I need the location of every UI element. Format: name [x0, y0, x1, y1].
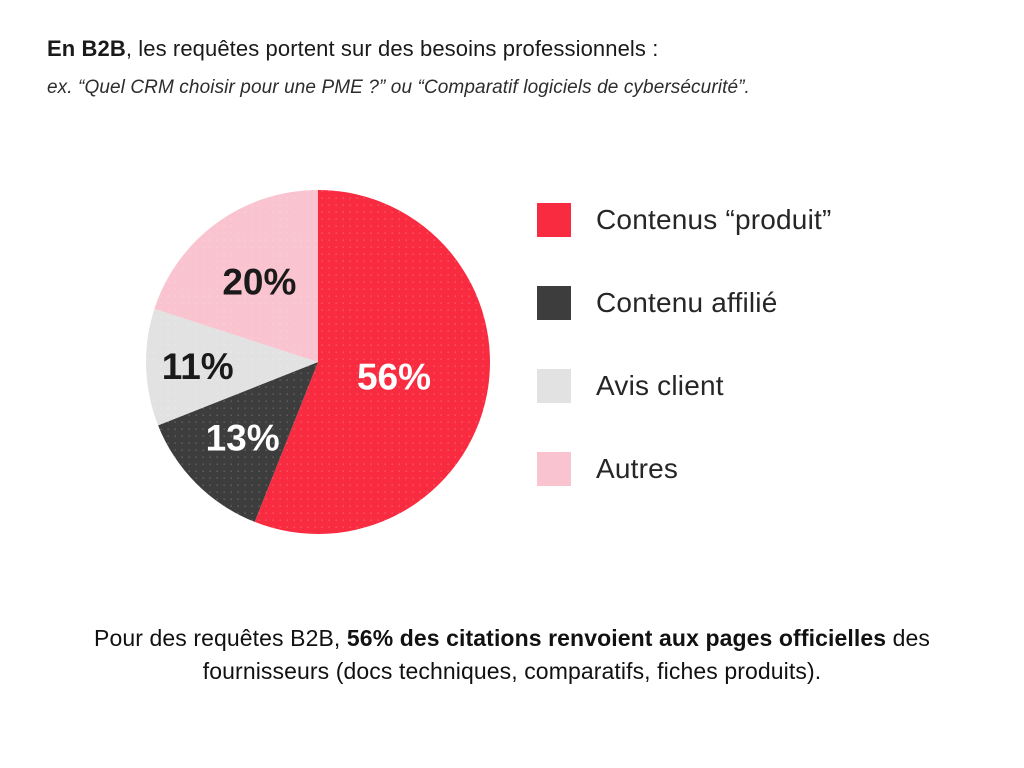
legend-swatch-avis-client — [537, 369, 571, 403]
pie-slice-value-2: 11% — [162, 346, 234, 387]
legend-item-contenus-produit: Contenus “produit” — [537, 203, 832, 237]
legend: Contenus “produit” Contenu affilié Avis … — [537, 203, 832, 486]
legend-label-autres: Autres — [596, 453, 679, 484]
pie-slice-value-0: 56% — [357, 357, 431, 398]
caption-pre: Pour des requêtes B2B, — [94, 625, 347, 651]
legend-label-contenus-produit: Contenus “produit” — [596, 204, 832, 235]
caption: Pour des requêtes B2B, 56% des citations… — [52, 622, 972, 688]
subtitle: ex. “Quel CRM choisir pour une PME ?” ou… — [47, 77, 750, 98]
legend-label-contenu-affilie: Contenu affilié — [596, 287, 778, 318]
legend-label-avis-client: Avis client — [596, 370, 724, 401]
header: En B2B, les requêtes portent sur des bes… — [47, 36, 984, 99]
pie-chart: 56% 13% 11% 20% — [146, 190, 490, 534]
title-rest: , les requêtes portent sur des besoins p… — [125, 36, 659, 61]
pie-slice-values: 56% 13% 11% 20% — [162, 261, 431, 458]
pie-texture-overlay — [146, 190, 490, 534]
caption-bold: 56% des citations renvoient aux pages of… — [346, 625, 887, 651]
legend-swatch-contenus-produit — [537, 203, 571, 237]
pie-slice-value-1: 13% — [206, 417, 280, 458]
page-title: En B2B, les requêtes portent sur des bes… — [47, 36, 984, 62]
legend-swatch-autres — [537, 452, 571, 486]
legend-swatch-contenu-affilie — [537, 286, 571, 320]
title-emphasis: En B2B — [47, 36, 126, 61]
legend-item-avis-client: Avis client — [537, 369, 832, 403]
caption-post: des fournisseurs (docs techniques, compa… — [202, 625, 930, 684]
pie-slice-value-3: 20% — [222, 261, 296, 302]
legend-item-autres: Autres — [537, 452, 832, 486]
legend-item-contenu-affilie: Contenu affilié — [537, 286, 832, 320]
